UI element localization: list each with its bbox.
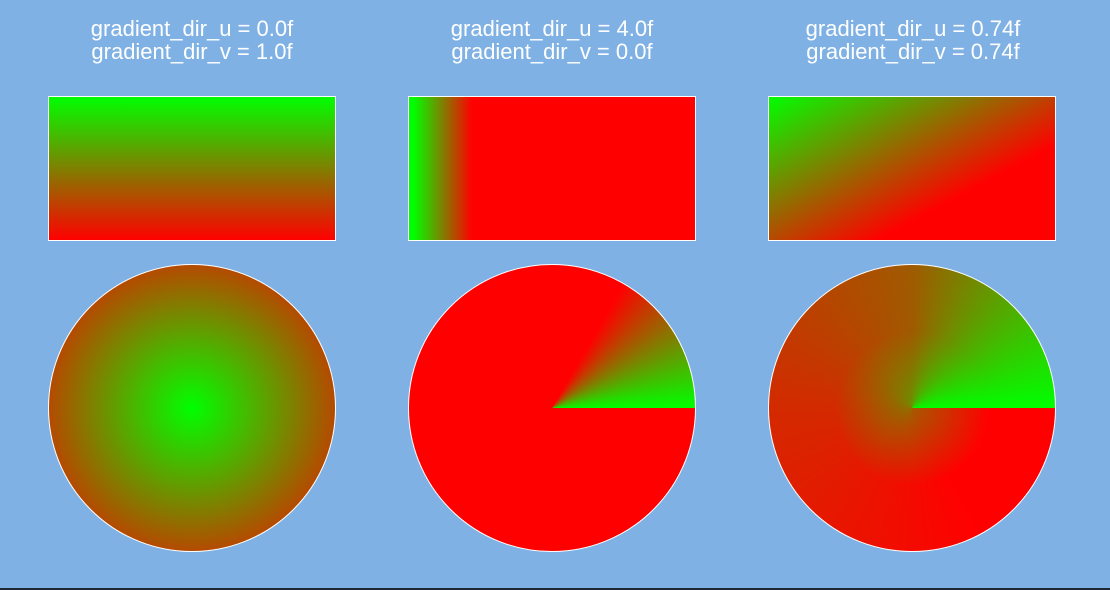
gradient-rect-2: [408, 96, 696, 241]
panel-2-label-u: gradient_dir_u = 4.0f: [450, 16, 654, 41]
panel-1-label: gradient_dir_u = 0.0f gradient_dir_v = 1…: [42, 17, 342, 63]
panel-2-label-v: gradient_dir_v = 0.0f: [451, 39, 653, 64]
panel-3-label-u: gradient_dir_u = 0.74f: [805, 16, 1021, 41]
gradient-rect-3: [768, 96, 1056, 241]
panel-1-label-u: gradient_dir_u = 0.0f: [90, 16, 294, 41]
gradient-circle-1: [48, 264, 336, 552]
panel-3-label: gradient_dir_u = 0.74f gradient_dir_v = …: [763, 17, 1063, 63]
gradient-circle-2: [408, 264, 696, 552]
panel-1-label-v: gradient_dir_v = 1.0f: [91, 39, 293, 64]
gradient-circle-3: [768, 264, 1056, 552]
bottom-border: [0, 588, 1110, 590]
panel-3-label-v: gradient_dir_v = 0.74f: [806, 39, 1020, 64]
panel-2-label: gradient_dir_u = 4.0f gradient_dir_v = 0…: [402, 17, 702, 63]
gradient-rect-1: [48, 96, 336, 241]
